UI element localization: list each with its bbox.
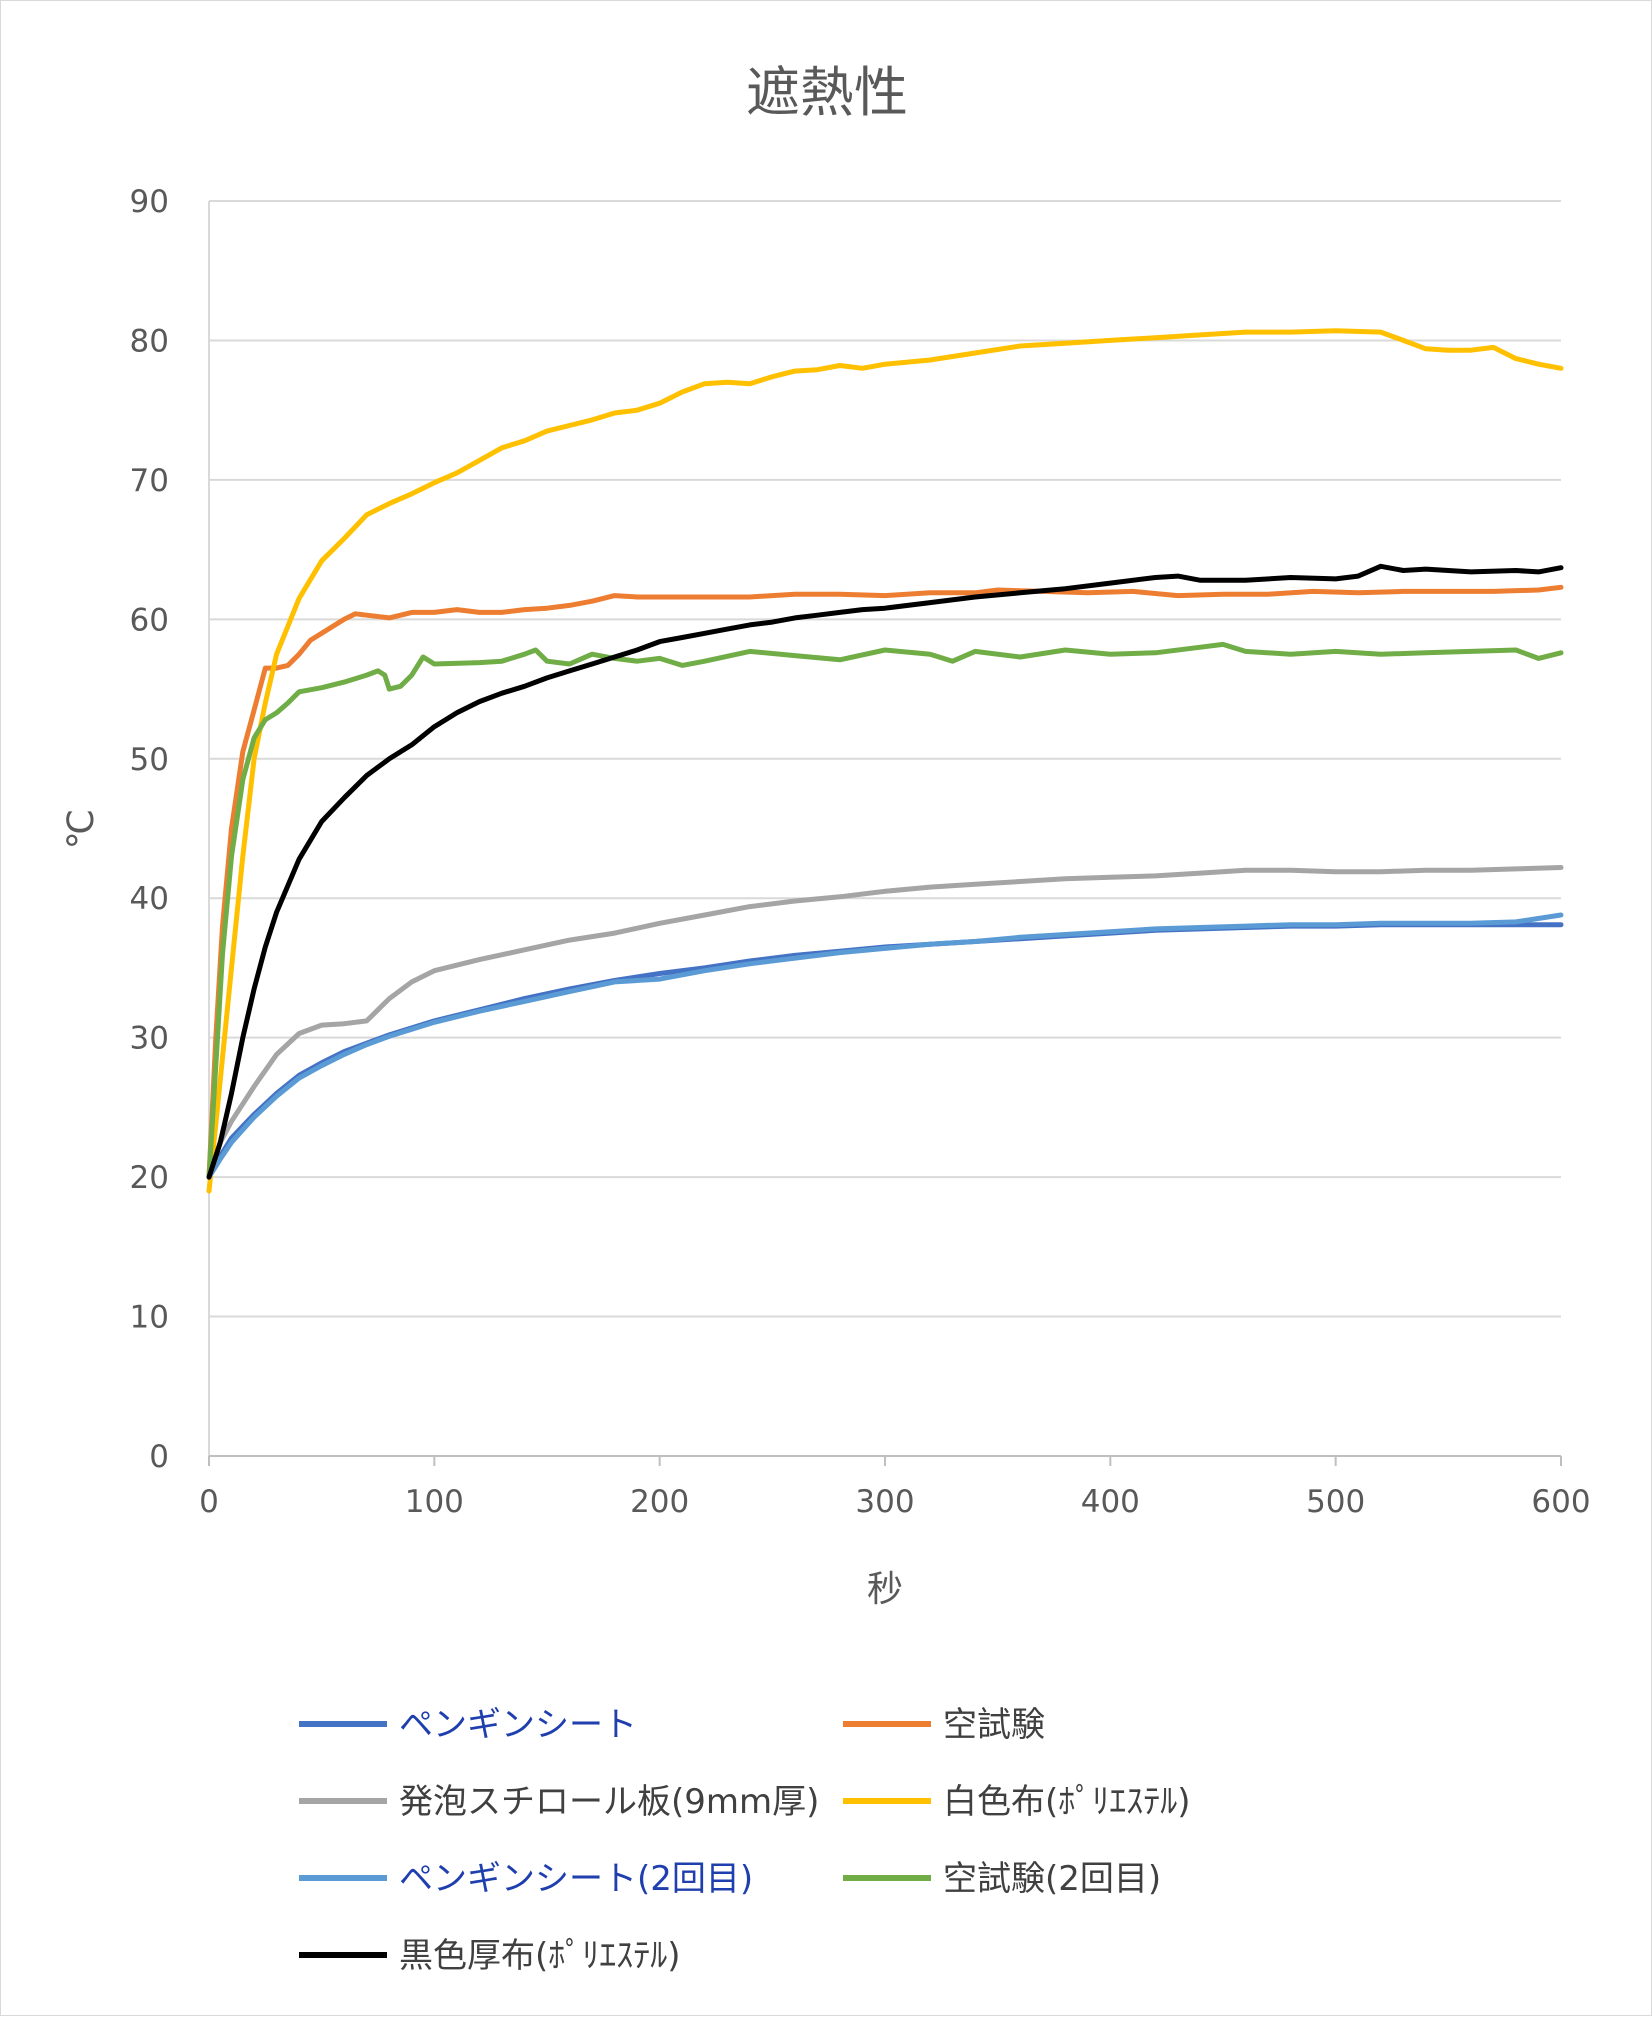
x-tick-label: 300: [855, 1484, 914, 1520]
y-tick-label: 20: [130, 1160, 169, 1196]
x-tick-label: 0: [199, 1484, 219, 1520]
y-tick-label: 30: [130, 1021, 169, 1057]
x-axis-ticks: 0 100 200 300 400 500 600: [199, 1456, 1591, 1520]
series-line-0: [206, 922, 1564, 1180]
series-line-6: [206, 563, 1564, 1180]
y-tick-label: 80: [130, 323, 169, 359]
legend-label: 黒色厚布(ﾎﾟﾘｴｽﾃﾙ): [399, 1936, 681, 1976]
x-tick-label: 500: [1306, 1484, 1365, 1520]
series-line-5: [206, 641, 1564, 1180]
y-axis-title: ℃: [61, 809, 102, 849]
y-tick-label: 90: [130, 184, 169, 220]
x-tick-label: 200: [630, 1484, 689, 1520]
x-tick-label: 400: [1081, 1484, 1140, 1520]
series-line-3: [206, 328, 1564, 1194]
gridlines: [208, 200, 1561, 1457]
y-tick-label: 50: [130, 742, 169, 778]
x-tick-label: 600: [1531, 1484, 1590, 1520]
y-tick-label: 10: [130, 1300, 169, 1336]
y-tick-label: 70: [130, 463, 169, 499]
series-line-1: [206, 584, 1564, 1180]
legend-label: 発泡スチロール板(9mm厚): [399, 1782, 819, 1822]
legend-label: ペンギンシート: [399, 1705, 637, 1745]
series-lines: [206, 328, 1564, 1194]
y-axis-ticks: 0 10 20 30 40 50 60 70 80 90: [130, 184, 169, 1475]
legend-label: 空試験: [943, 1705, 1045, 1745]
x-axis-title: 秒: [867, 1569, 903, 1610]
legend-label: 白色布(ﾎﾟﾘｴｽﾃﾙ): [943, 1782, 1191, 1822]
chart-title: 遮熱性: [746, 61, 908, 124]
x-tick-label: 100: [405, 1484, 464, 1520]
series-line-2: [206, 865, 1564, 1180]
y-tick-label: 0: [149, 1439, 169, 1475]
legend-label: ペンギンシート(2回目): [399, 1859, 753, 1899]
legend-label: 空試験(2回目): [943, 1859, 1161, 1899]
y-tick-label: 40: [130, 881, 169, 917]
series-line-4: [206, 912, 1564, 1180]
y-tick-label: 60: [130, 602, 169, 638]
